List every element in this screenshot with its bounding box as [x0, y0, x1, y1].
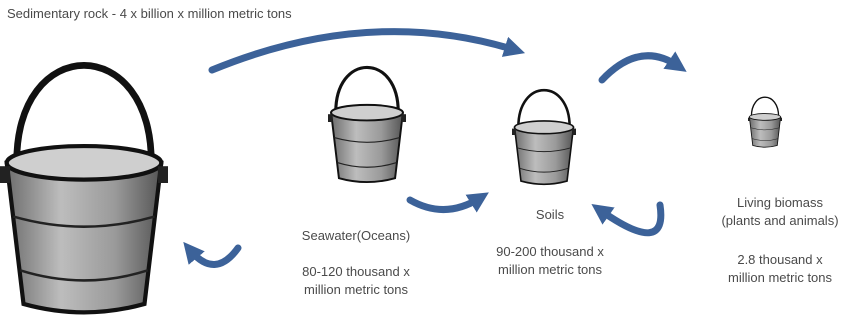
node-label: Seawater(Oceans) — [302, 228, 410, 243]
arrow — [410, 198, 480, 210]
node-label: (plants and animals) — [721, 213, 838, 228]
arrow — [602, 56, 678, 80]
node-amount: 90-200 thousand x — [496, 244, 604, 259]
arrow — [190, 248, 238, 265]
node-amount: million metric tons — [728, 270, 833, 285]
arrow — [212, 32, 515, 70]
node-label: Living biomass — [737, 195, 823, 210]
bucket-biomass — [748, 97, 782, 147]
node-amount: million metric tons — [304, 282, 409, 297]
arrow — [600, 205, 661, 233]
title: Sedimentary rock - 4 x billion x million… — [7, 6, 292, 21]
node-label: Soils — [536, 207, 565, 222]
bucket-soils — [512, 90, 576, 184]
diagram: Sedimentary rock - 4 x billion x million… — [0, 0, 858, 318]
node-amount: million metric tons — [498, 262, 603, 277]
node-amount: 2.8 thousand x — [737, 252, 823, 267]
bucket-sedimentary — [0, 65, 168, 312]
node-amount: 80-120 thousand x — [302, 264, 410, 279]
bucket-seawater — [328, 67, 406, 182]
